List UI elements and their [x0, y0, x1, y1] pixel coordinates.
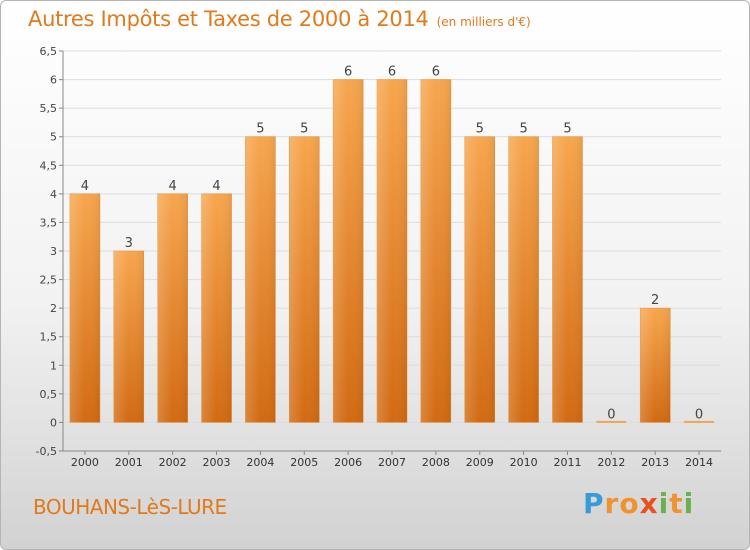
x-tick-label: 2001: [115, 456, 143, 469]
x-tick-label: 2014: [685, 456, 713, 469]
brand-letter: P: [583, 487, 605, 520]
data-label: 0: [607, 407, 615, 422]
brand-letter: o: [619, 487, 640, 520]
y-tick-label: 5: [50, 131, 57, 144]
brand-letter: i: [658, 487, 670, 520]
chart-title: Autres Impôts et Taxes de 2000 à 2014: [28, 7, 429, 31]
data-label: 6: [432, 65, 440, 80]
bar-shading: [289, 136, 320, 423]
bar-shading: [508, 136, 539, 423]
bar-shading: [245, 136, 276, 423]
data-label: 4: [169, 179, 177, 194]
bar-shading: [333, 79, 364, 423]
data-label: 4: [81, 179, 89, 194]
brand-letter: r: [604, 487, 620, 520]
bar-shading: [640, 308, 671, 423]
bar-shading: [464, 136, 495, 423]
x-tick-label: 2000: [71, 456, 99, 469]
y-tick-label: 3: [50, 245, 57, 258]
y-tick-label: 0,5: [40, 388, 58, 401]
bar-shading: [69, 193, 100, 423]
bars: [69, 79, 715, 423]
data-label: 4: [212, 179, 220, 194]
bar-shading: [377, 79, 407, 423]
data-labels: 4 3 4 4 5 5 6 6 6 5 5 5 0 2 0: [81, 65, 703, 423]
bar-shading: [201, 193, 232, 423]
x-tick-label: 2011: [553, 456, 581, 469]
bar-shading: [157, 193, 188, 423]
x-tick-label: 2006: [334, 456, 362, 469]
y-tick-label: 2: [50, 302, 57, 315]
data-label: 2: [651, 293, 659, 308]
data-label: 5: [519, 122, 527, 137]
bar: [684, 420, 715, 423]
chart-subtitle: (en milliers d'€): [436, 15, 531, 29]
chart-title-block: Autres Impôts et Taxes de 2000 à 2014 (en…: [28, 7, 531, 31]
data-label: 0: [695, 407, 703, 422]
x-tick-label: 2007: [378, 456, 406, 469]
commune-name: BOUHANS-LèS-LURE: [33, 495, 227, 519]
y-tick-label: 0: [50, 416, 57, 429]
x-axis-ticks: 2000 2001 2002 2003 2004 2005 2006 2007 2008 2009…: [71, 451, 713, 469]
data-label: 6: [388, 65, 396, 80]
y-tick-label: -0,5: [36, 445, 57, 458]
y-tick-label: 4,5: [40, 159, 58, 172]
y-tick-label: 4: [50, 188, 57, 201]
x-tick-label: 2012: [597, 456, 625, 469]
x-tick-label: 2004: [246, 456, 274, 469]
y-tick-label: 2,5: [40, 274, 58, 287]
brand-letter: x: [639, 487, 659, 520]
x-tick-label: 2005: [290, 456, 318, 469]
x-tick-label: 2013: [641, 456, 669, 469]
brand-letter: i: [683, 487, 695, 520]
x-tick-label: 2009: [466, 456, 494, 469]
data-label: 5: [300, 122, 308, 137]
bar-shading: [420, 79, 451, 423]
brand-letter: t: [669, 487, 684, 520]
y-tick-label: 6,5: [40, 45, 58, 58]
data-label: 5: [476, 122, 484, 137]
x-tick-label: 2003: [203, 456, 231, 469]
brand-logo: Proxiti: [583, 487, 694, 520]
y-tick-label: 1: [50, 359, 57, 372]
bar: [596, 420, 627, 423]
x-tick-label: 2002: [159, 456, 187, 469]
data-label: 3: [125, 236, 133, 251]
y-tick-label: 1,5: [40, 331, 58, 344]
x-tick-label: 2008: [422, 456, 450, 469]
y-tick-label: 5,5: [40, 102, 58, 115]
data-label: 5: [563, 122, 571, 137]
bar-shading: [552, 136, 583, 423]
data-label: 6: [344, 65, 352, 80]
bar-shading: [113, 251, 144, 423]
x-tick-label: 2010: [510, 456, 538, 469]
y-tick-label: 3,5: [40, 216, 58, 229]
y-tick-label: 6: [50, 74, 57, 87]
data-label: 5: [256, 122, 264, 137]
